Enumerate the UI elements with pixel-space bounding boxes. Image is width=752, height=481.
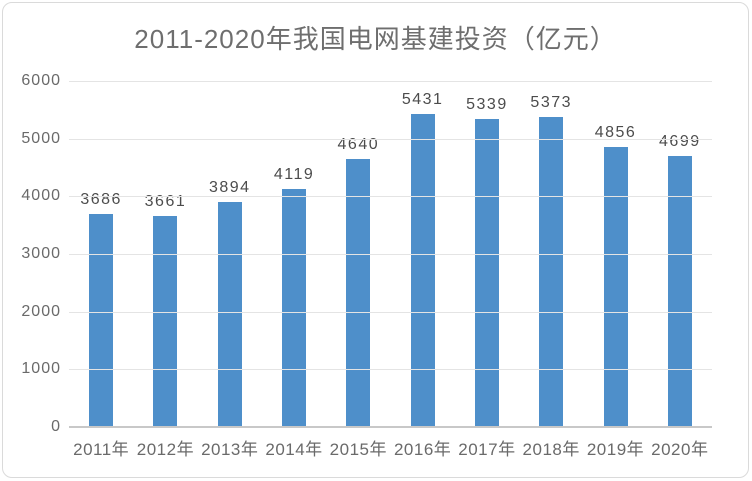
bar [282,189,307,427]
bar-value-label: 5431 [401,90,444,108]
bar-slot: 3661 2012年 [133,81,197,459]
bar-slot: 5431 2016年 [390,81,454,459]
bar [603,146,628,427]
bar-value-label: 4856 [594,123,637,141]
bar [667,156,692,427]
x-tick-label: 2016年 [393,440,452,459]
x-tick-label: 2015年 [329,440,387,459]
x-tick-label: 2014年 [265,440,323,459]
bar-slot: 5373 2018年 [519,81,583,459]
x-tick-label: 2020年 [651,440,709,459]
bar [539,117,564,427]
gridline [69,138,712,140]
bar-slot: 3894 2013年 [198,81,262,459]
bar [346,159,371,427]
gridline [69,196,712,198]
gridline [69,369,712,371]
bar-slot: 4856 2019年 [583,81,647,459]
bar-slot: 4640 2015年 [326,81,390,459]
bar [153,215,178,427]
bar-value-label: 3894 [208,179,251,197]
bar-value-label: 5373 [530,94,573,112]
bar-slot: 4119 2014年 [262,81,326,459]
x-tick-label: 2017年 [458,440,516,459]
bar-slot: 3686 2011年 [69,81,133,459]
x-tick-label: 2011年 [73,440,130,459]
bar-slot: 4699 2020年 [648,81,712,459]
bar-value-label: 5339 [466,96,508,114]
y-tick-label: 1000 [21,360,61,378]
bar [410,113,435,427]
y-tick-label: 4000 [21,187,61,205]
y-tick-label: 0 [51,418,61,435]
y-tick-label: 3000 [21,245,61,262]
gridline [69,254,712,255]
x-tick-label: 2013年 [201,440,259,459]
y-axis: 0 1000 2000 3000 4000 5000 6000 [9,72,61,435]
bar [89,214,114,427]
bar-value-label: 4640 [337,136,380,154]
plot-area: 3686 2011年 3661 2012年 3894 2013年 4119 2014年 4640… [69,81,712,459]
chart-title: 2011-2020年我国电网基建投资（亿元） [134,24,617,54]
x-axis-line [69,426,712,428]
bar-value-label: 4699 [659,133,701,151]
y-tick-label: 2000 [21,302,61,320]
bar-value-label: 4119 [273,166,315,184]
x-tick-label: 2019年 [586,440,645,459]
gridline [69,311,712,313]
y-tick-label: 6000 [21,72,61,89]
bar-slot: 5339 2017年 [455,81,519,459]
bar [217,202,242,427]
bar-value-label: 3686 [80,191,122,209]
bar [474,119,499,427]
x-tick-label: 2012年 [136,440,195,459]
gridline [69,81,712,82]
x-tick-label: 2018年 [522,440,580,459]
y-tick-label: 5000 [21,129,61,147]
bars-row: 3686 2011年 3661 2012年 3894 2013年 4119 2014年 4640… [69,81,712,459]
